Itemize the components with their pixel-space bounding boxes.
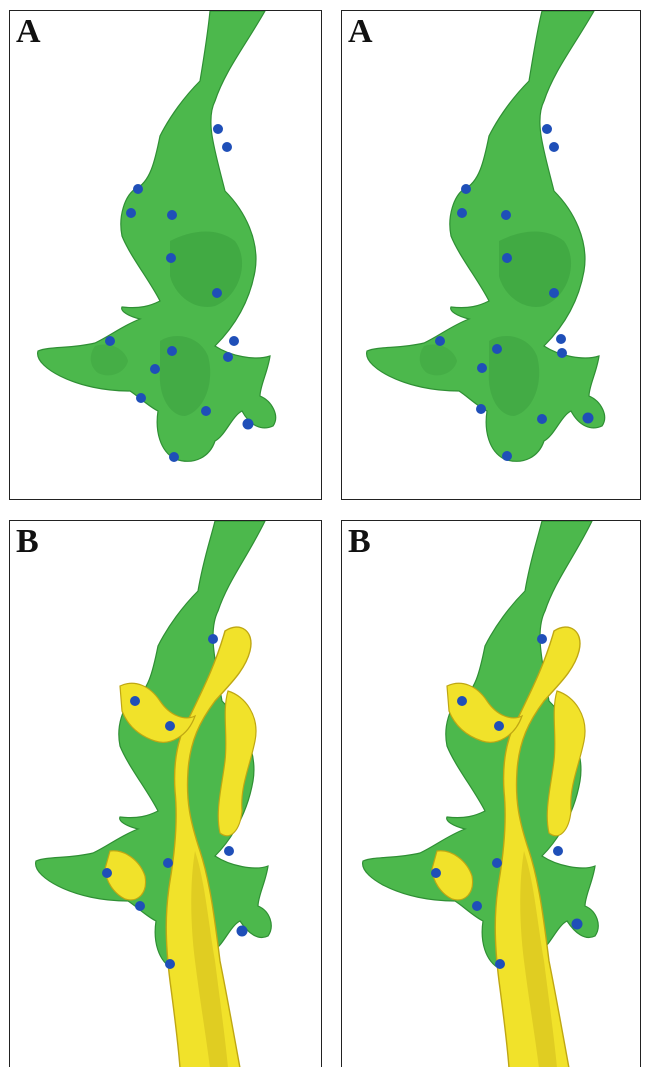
blue-dot (502, 253, 512, 263)
blue-dot (492, 858, 502, 868)
blue-dot (212, 288, 222, 298)
blue-dot (457, 208, 467, 218)
blue-dot (201, 406, 211, 416)
blue-dot (126, 208, 136, 218)
blue-dot (537, 634, 547, 644)
green-yellow-structure-render-b-right (362, 521, 599, 1067)
stereo-panel-a-right: A (341, 10, 641, 500)
stereo-panel-b-left: B (9, 520, 322, 1067)
yellow-structure (431, 626, 586, 1067)
blue-dot (502, 451, 512, 461)
green-structure (366, 11, 606, 462)
blue-dot (501, 210, 511, 220)
blue-dot (130, 696, 140, 706)
blue-dot (557, 348, 567, 358)
blue-dots (435, 124, 594, 461)
blue-dot (150, 364, 160, 374)
blue-dot (213, 124, 223, 134)
blue-dot (165, 959, 175, 969)
blue-dot (167, 210, 177, 220)
blue-dot (472, 901, 482, 911)
blue-dot (582, 412, 594, 424)
green-structure (37, 11, 277, 462)
blue-dot (556, 334, 566, 344)
blue-dot (476, 404, 486, 414)
panel-label-b-right: B (348, 523, 371, 560)
blue-dots (431, 634, 583, 969)
panel-label-b-left: B (16, 523, 39, 560)
blue-dot (431, 868, 441, 878)
blue-dots (102, 634, 248, 969)
blue-dot (165, 721, 175, 731)
green-structure-render-a-left (37, 11, 277, 462)
blue-dot (167, 346, 177, 356)
stereo-panel-b-right: B (341, 520, 641, 1067)
blue-dot (242, 418, 254, 430)
green-yellow-structure-render-b-left (35, 521, 272, 1067)
green-structure (35, 521, 272, 972)
blue-dot (236, 925, 248, 937)
blue-dot (435, 336, 445, 346)
blue-dot (224, 846, 234, 856)
blue-dot (105, 336, 115, 346)
yellow-structure (104, 626, 257, 1067)
stereo-panel-a-left: A (9, 10, 322, 500)
blue-dot (166, 253, 176, 263)
blue-dot (549, 142, 559, 152)
blue-dot (477, 363, 487, 373)
blue-dot (223, 352, 233, 362)
blue-dot (542, 124, 552, 134)
blue-dot (169, 452, 179, 462)
blue-dot (553, 846, 563, 856)
blue-dot (537, 414, 547, 424)
blue-dot (136, 393, 146, 403)
blue-dots (105, 124, 254, 462)
blue-dot (457, 696, 467, 706)
panel-label-a-right: A (348, 13, 373, 50)
blue-dot (549, 288, 559, 298)
blue-dot (135, 901, 145, 911)
blue-dot (222, 142, 232, 152)
blue-dot (492, 344, 502, 354)
blue-dot (229, 336, 239, 346)
blue-dot (163, 858, 173, 868)
green-structure (362, 521, 599, 972)
panel-label-a-left: A (16, 13, 41, 50)
blue-dot (494, 721, 504, 731)
blue-dot (102, 868, 112, 878)
blue-dot (133, 184, 143, 194)
blue-dot (208, 634, 218, 644)
blue-dot (495, 959, 505, 969)
blue-dot (461, 184, 471, 194)
green-structure-render-a-right (366, 11, 606, 462)
blue-dot (571, 918, 583, 930)
